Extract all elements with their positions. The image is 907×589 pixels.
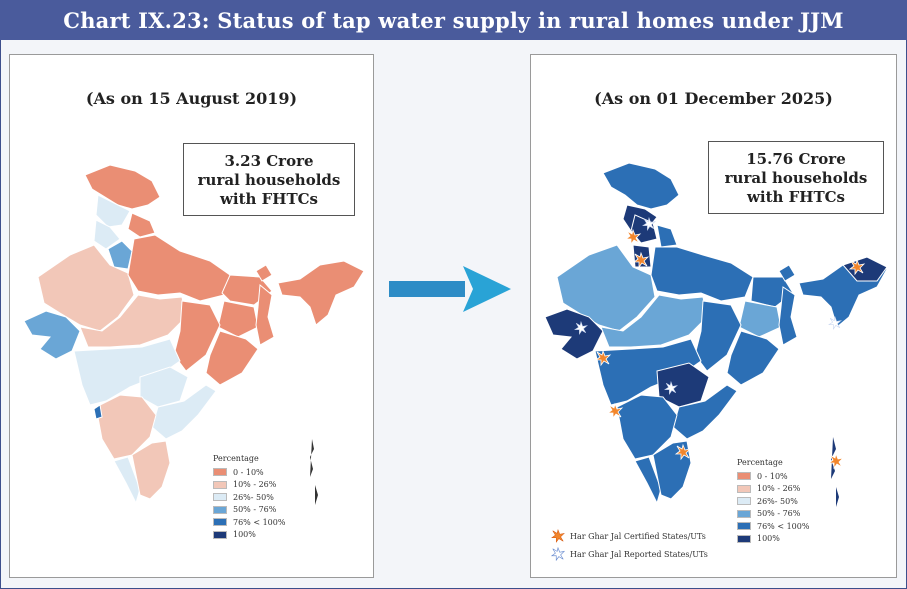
legend-item: 50% - 76% xyxy=(737,508,809,521)
region-himachal xyxy=(95,194,131,228)
certified-marker xyxy=(624,228,642,246)
certified-marker xyxy=(606,402,624,420)
reported-marker xyxy=(664,380,678,395)
date-label-2019: (As on 15 August 2019) xyxy=(85,89,298,108)
reported-legend: Har Ghar Jal Reported States/UTs xyxy=(551,547,708,561)
region-goa xyxy=(93,404,103,420)
india-map-2019 xyxy=(23,164,365,505)
legend-swatch xyxy=(213,468,227,477)
legend-swatch xyxy=(213,505,227,514)
region-karnataka xyxy=(616,394,678,460)
region-andhra-pradesh xyxy=(672,384,738,440)
stat-box-2019: 3.23 Crore rural households with FHTCs xyxy=(183,143,355,216)
legend-swatch xyxy=(737,497,751,506)
legend-swatch xyxy=(737,472,751,481)
white-starburst-icon xyxy=(551,547,565,561)
region-uttarakhand xyxy=(656,224,678,248)
stat-line-3: with FHTCs xyxy=(219,190,319,208)
region-tamil-nadu xyxy=(131,440,171,500)
region-west-bengal xyxy=(778,286,798,346)
region-odisha xyxy=(205,330,259,386)
certified-marker xyxy=(848,258,866,276)
region-uttar-pradesh xyxy=(127,234,231,302)
region-sikkim xyxy=(778,264,796,282)
region-kerala xyxy=(113,456,141,505)
map-panel-2019: (As on 15 August 2019) 3.23 Crore rural … xyxy=(9,54,374,578)
india-map-2025 xyxy=(544,162,888,507)
certified-marker xyxy=(827,452,845,470)
legend-item: 26%- 50% xyxy=(213,491,285,504)
region-karnataka xyxy=(95,394,157,460)
region-andhra-pradesh xyxy=(151,384,217,440)
legend-title: Percentage xyxy=(213,454,259,463)
legend-title: Percentage xyxy=(737,458,783,467)
region-islands xyxy=(310,439,318,505)
region-uttarakhand xyxy=(127,212,156,238)
region-rajasthan xyxy=(556,244,656,332)
legend-item: 0 - 10% xyxy=(737,470,809,483)
certified-marker xyxy=(674,443,692,461)
stat-line-2: rural households xyxy=(197,171,341,189)
legend-swatch xyxy=(213,530,227,539)
legend-swatch xyxy=(213,518,227,527)
legend-swatch xyxy=(737,534,751,543)
certified-marker xyxy=(594,349,612,367)
region-lakshadweep xyxy=(68,449,73,469)
region-northeast xyxy=(277,260,365,326)
region-jharkhand xyxy=(217,300,259,338)
legend-swatch xyxy=(213,493,227,502)
title-bar: Chart IX.23: Status of tap water supply … xyxy=(0,0,907,40)
date-label-2025: (As on 01 December 2025) xyxy=(594,89,833,108)
legend-2019: Percentage 0 - 10% 10% - 26% 26%- 50% 50… xyxy=(213,454,285,541)
region-jammu-kashmir xyxy=(84,164,161,210)
legend-item: 10% - 26% xyxy=(737,483,809,496)
legend-item: 0 - 10% xyxy=(213,466,285,479)
reported-marker xyxy=(642,216,656,231)
legend-item: 100% xyxy=(213,529,285,542)
legend-swatch xyxy=(213,480,227,489)
legend-item: 50% - 76% xyxy=(213,504,285,517)
legend-swatch xyxy=(737,509,751,518)
region-punjab xyxy=(93,219,121,250)
legend-swatch xyxy=(737,484,751,493)
region-uttar-pradesh xyxy=(650,246,754,302)
region-gujarat xyxy=(23,310,81,360)
region-gujarat xyxy=(544,308,604,360)
region-jharkhand xyxy=(738,300,782,338)
orange-starburst-icon xyxy=(551,529,565,543)
legend-item: 76% < 100% xyxy=(213,516,285,529)
stat-value: 3.23 Crore xyxy=(224,152,314,170)
region-kerala xyxy=(634,456,662,505)
map-panel-2025: (As on 01 December 2025) 15.76 Crore rur… xyxy=(530,54,897,578)
reported-marker xyxy=(574,320,588,335)
right-arrow-icon xyxy=(389,266,511,312)
certified-marker xyxy=(632,251,650,269)
certified-legend-label: Har Ghar Jal Certified States/UTs xyxy=(570,531,706,541)
chart-title: Chart IX.23: Status of tap water supply … xyxy=(63,7,844,33)
reported-marker xyxy=(828,315,842,330)
region-rajasthan xyxy=(37,244,135,332)
region-chhattisgarh xyxy=(173,300,221,372)
legend-item: 10% - 26% xyxy=(213,479,285,492)
stat-line-3: with FHTCs xyxy=(746,188,846,206)
legend-item: 26%- 50% xyxy=(737,495,809,508)
legend-item: 76% < 100% xyxy=(737,520,809,533)
stat-line-2: rural households xyxy=(724,169,868,187)
certified-legend: Har Ghar Jal Certified States/UTs xyxy=(551,529,706,543)
region-odisha xyxy=(726,330,780,386)
legend-swatch xyxy=(737,522,751,531)
stat-box-2025: 15.76 Crore rural households with FHTCs xyxy=(708,141,884,214)
legend-2025: Percentage 0 - 10% 10% - 26% 26%- 50% 50… xyxy=(737,458,809,545)
region-west-bengal xyxy=(255,284,275,346)
region-jammu-kashmir xyxy=(602,162,680,210)
region-sikkim xyxy=(255,264,273,282)
reported-legend-label: Har Ghar Jal Reported States/UTs xyxy=(570,549,708,559)
region-chhattisgarh xyxy=(694,300,742,372)
stat-value: 15.76 Crore xyxy=(746,150,846,168)
legend-item: 100% xyxy=(737,533,809,546)
region-islands xyxy=(831,437,839,507)
